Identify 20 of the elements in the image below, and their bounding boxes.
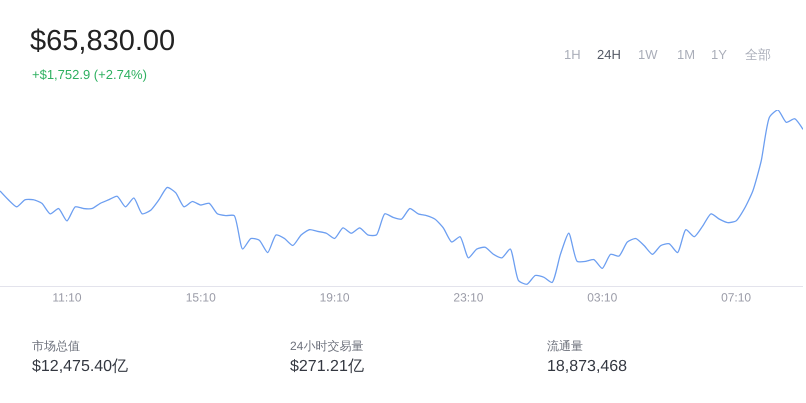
x-tick-label: 03:10 [587, 290, 618, 304]
x-tick-label: 11:10 [52, 290, 82, 304]
text: $271.21亿 [290, 358, 364, 375]
text: 24小时交易量 [290, 339, 364, 353]
x-tick-label: 19:10 [320, 290, 350, 304]
text: 1H [564, 47, 581, 62]
text: 流通量 [547, 339, 583, 353]
text: 市场总值 [32, 339, 80, 353]
x-tick-label: 07:10 [721, 290, 752, 304]
text: 1W [638, 47, 658, 62]
text: 1Y [711, 47, 728, 62]
text: 24H [597, 47, 621, 62]
chart-subtitle: +$1,752.9 (+2.74%) [32, 67, 147, 82]
text: 18,873,468 [547, 358, 628, 375]
x-tick-label: 15:10 [186, 290, 216, 304]
chart-title: $65,830.00 [30, 25, 176, 58]
x-tick-label: 23:10 [453, 290, 484, 304]
text: $12,475.40亿 [32, 358, 128, 375]
text: 1M [677, 47, 696, 62]
text: 全部 [745, 47, 771, 62]
